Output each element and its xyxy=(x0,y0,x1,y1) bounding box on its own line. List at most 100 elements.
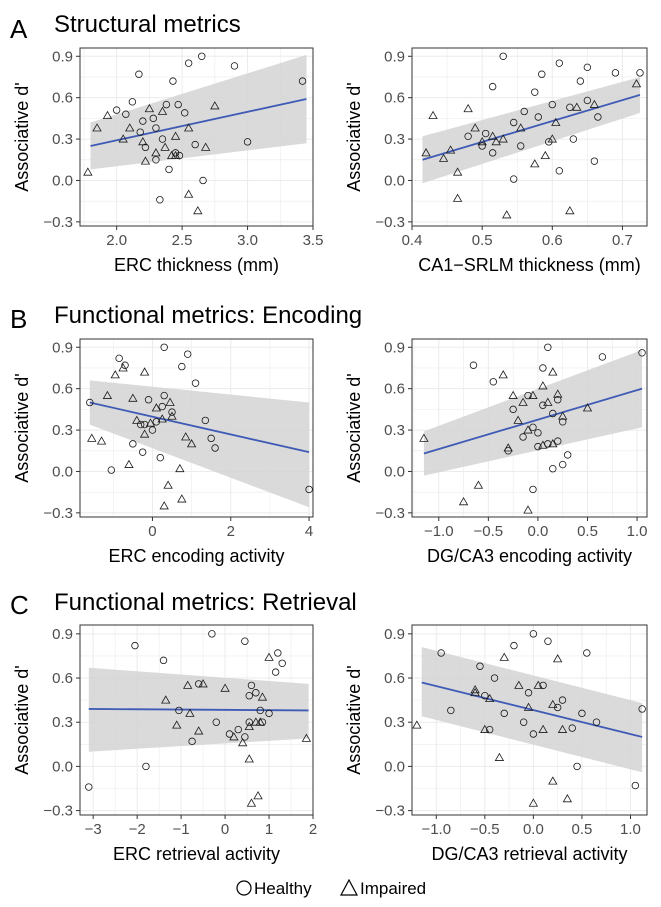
point-impaired xyxy=(480,724,490,733)
point-healthy xyxy=(481,691,489,700)
point-healthy xyxy=(121,361,129,369)
point-healthy xyxy=(207,434,215,443)
point-healthy xyxy=(539,364,547,372)
point-healthy xyxy=(139,117,147,125)
x-tick-label: 3.0 xyxy=(237,232,258,249)
x-tick-label: 4 xyxy=(305,523,313,540)
point-healthy xyxy=(563,451,572,459)
point-impaired xyxy=(498,134,508,143)
point-impaired xyxy=(565,206,575,215)
point-healthy xyxy=(201,416,210,425)
x-axis-title: ERC encoding activity xyxy=(108,546,284,566)
y-tick-label: 0.3 xyxy=(52,422,73,439)
section-title-b: Functional metrics: Encoding xyxy=(54,302,362,329)
point-healthy xyxy=(158,135,167,143)
point-healthy xyxy=(198,52,206,60)
point-impaired xyxy=(523,702,534,711)
x-tick-label: 3.5 xyxy=(303,232,324,249)
point-healthy xyxy=(549,409,557,418)
point-impaired xyxy=(530,159,540,168)
point-healthy xyxy=(548,100,556,109)
legend-impaired-marker xyxy=(340,878,358,896)
point-healthy xyxy=(592,718,601,726)
confidence-band xyxy=(89,380,310,508)
point-impaired xyxy=(220,683,230,692)
point-impaired xyxy=(438,153,449,162)
point-healthy xyxy=(568,724,576,732)
y-tick-label: 0.3 xyxy=(52,131,73,148)
point-healthy xyxy=(144,396,153,404)
point-healthy xyxy=(169,77,177,85)
point-healthy xyxy=(529,630,538,638)
point-impaired xyxy=(87,433,97,442)
point-healthy xyxy=(191,140,199,149)
y-tick-label: 0.0 xyxy=(52,172,73,189)
point-healthy xyxy=(245,691,253,700)
x-axis-title: CA1−SRLM thickness (mm) xyxy=(418,255,641,275)
point-healthy xyxy=(265,709,273,718)
point-impaired xyxy=(484,693,495,703)
chart-2: −0.3 0.0 0.3 0.6 0.9 0.4 0.5 0.6 0.7 CA1−SRLM thi… xyxy=(344,47,648,275)
point-healthy xyxy=(168,408,176,416)
chart-4: −0.3 0.0 0.3 0.6 0.9 −1.0 −0.5 0.0 0.5 1.0 DG/CA3 … xyxy=(344,338,648,566)
y-axis-title: Associative d' xyxy=(12,82,32,192)
series-impaired xyxy=(412,652,573,807)
y-tick-label: 0.0 xyxy=(384,463,405,480)
point-impaired xyxy=(538,724,548,733)
point-healthy xyxy=(519,718,528,726)
point-impaired xyxy=(557,724,568,733)
point-healthy xyxy=(464,132,472,141)
point-healthy xyxy=(598,353,607,361)
point-impaired xyxy=(160,142,170,151)
x-axis-title: DG/CA3 retrieval activity xyxy=(431,844,627,864)
point-healthy xyxy=(524,391,532,400)
point-impaired xyxy=(518,397,528,406)
point-impaired xyxy=(445,145,456,154)
point-impaired xyxy=(157,414,167,423)
point-healthy xyxy=(636,69,644,77)
point-impaired xyxy=(498,370,508,379)
point-impaired xyxy=(572,102,582,111)
y-tick-label: 0.6 xyxy=(52,670,73,687)
point-healthy xyxy=(184,59,193,67)
point-healthy xyxy=(509,405,517,414)
point-healthy xyxy=(534,442,542,451)
y-axis-title: Associative d' xyxy=(344,82,364,192)
point-healthy xyxy=(112,106,121,114)
point-impaired xyxy=(161,695,171,704)
point-healthy xyxy=(578,709,586,718)
point-impaired xyxy=(145,418,156,427)
point-healthy xyxy=(160,343,168,351)
point-impaired xyxy=(177,494,187,503)
point-impaired xyxy=(516,123,526,132)
point-healthy xyxy=(566,103,574,112)
legend-impaired-label: Impaired xyxy=(360,879,426,898)
y-tick-label: 0.3 xyxy=(384,714,405,731)
point-impaired xyxy=(562,793,573,803)
point-impaired xyxy=(503,443,513,452)
series-impaired xyxy=(161,652,312,807)
point-impaired xyxy=(96,436,107,445)
series-healthy xyxy=(112,52,307,204)
y-tick-label: 0.6 xyxy=(384,670,405,687)
point-healthy xyxy=(178,362,186,371)
y-tick-label: −0.3 xyxy=(43,505,73,522)
point-healthy xyxy=(559,418,567,426)
point-healthy xyxy=(241,733,249,741)
point-impaired xyxy=(102,390,113,399)
section-letter-b: B xyxy=(10,304,27,334)
series-impaired xyxy=(421,79,642,219)
point-healthy xyxy=(490,674,499,682)
section-title-a: Structural metrics xyxy=(54,11,241,38)
x-tick-label: 0.5 xyxy=(572,821,593,838)
point-impaired xyxy=(551,117,561,126)
point-impaired xyxy=(458,497,469,506)
point-healthy xyxy=(199,176,207,185)
y-tick-label: 0.6 xyxy=(384,90,405,107)
panel-border xyxy=(411,47,648,227)
point-healthy xyxy=(638,705,646,713)
point-healthy xyxy=(573,762,581,771)
x-tick-label: −0.5 xyxy=(470,821,500,838)
point-impaired xyxy=(167,411,177,420)
